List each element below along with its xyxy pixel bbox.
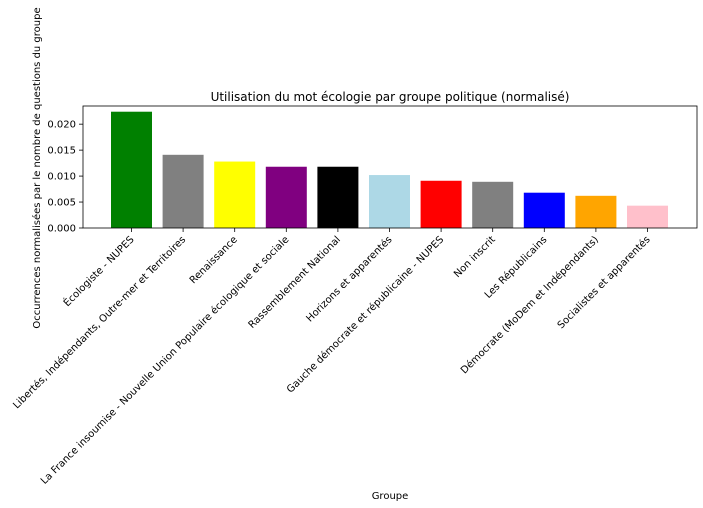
x-tick-label: Socialistes et apparentés <box>555 234 653 332</box>
bar <box>214 161 256 228</box>
x-tick-label: Rassemblement National <box>247 234 343 330</box>
bar <box>472 181 514 228</box>
bar <box>111 111 152 228</box>
chart-title: Utilisation du mot écologie par groupe p… <box>211 90 570 104</box>
x-tick-label: Non inscrit <box>452 234 498 280</box>
y-tick-label: 0.010 <box>47 172 76 183</box>
bar <box>265 166 307 228</box>
bar <box>420 180 462 228</box>
bar <box>627 205 668 228</box>
y-tick-label: 0.000 <box>47 224 76 235</box>
y-axis-label: Occurrences normalisées par le nombre de… <box>31 7 43 328</box>
y-tick-label: 0.020 <box>47 120 76 131</box>
bars-layer <box>111 111 668 228</box>
y-tick-label: 0.005 <box>47 198 76 209</box>
x-axis-label: Groupe <box>372 491 409 502</box>
bar <box>523 192 565 228</box>
plot-frame <box>82 105 698 229</box>
bar <box>317 166 359 228</box>
x-tick-label: La France insoumise - Nouvelle Union Pop… <box>38 234 291 487</box>
x-tick-label: Renaissance <box>188 234 240 286</box>
y-axis: 0.000 0.005 0.010 0.015 0.020 <box>47 120 83 235</box>
y-tick-label: 0.015 <box>47 146 76 157</box>
bar <box>162 154 204 228</box>
x-tick-label: Horizons et apparentés <box>304 234 395 325</box>
bar <box>369 175 410 228</box>
bar <box>575 195 617 228</box>
